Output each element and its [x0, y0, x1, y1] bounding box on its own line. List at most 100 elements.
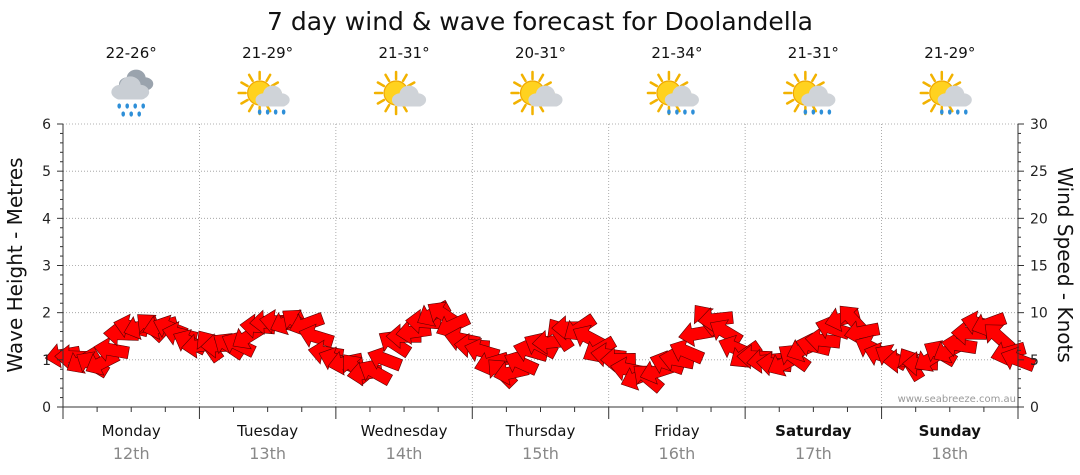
right-tick-label: 10	[1030, 306, 1048, 322]
right-axis-title: Wind Speed - Knots	[1053, 167, 1077, 363]
temperature-range-label: 22-26°	[106, 44, 157, 62]
rain-drop	[827, 109, 832, 115]
rain-drop	[141, 103, 146, 109]
day-date-label: 18th	[931, 444, 968, 463]
cloud	[801, 85, 836, 107]
rain-drop	[133, 103, 138, 109]
day-date-label: 17th	[795, 444, 832, 463]
sun-cloud-icon	[373, 70, 427, 116]
day-labels: Monday 12th Tuesday 13th Wednesday 14th Thursd…	[102, 422, 982, 463]
day-name-label: Sunday	[919, 422, 982, 440]
rain-drop	[963, 109, 968, 115]
temperature-range-label: 21-31°	[788, 44, 839, 62]
rain-drop	[125, 103, 130, 109]
sun-ray	[384, 73, 391, 83]
chart-title: 7 day wind & wave forecast for Doolandel…	[267, 7, 813, 36]
sun-ray	[649, 98, 659, 105]
day-name-label: Tuesday	[236, 422, 298, 440]
rain-drop	[811, 109, 816, 115]
weather-icons	[111, 69, 972, 117]
sun-ray	[930, 103, 937, 113]
wind-arrow	[298, 323, 335, 348]
cloud-base	[940, 98, 969, 107]
left-tick-label: 5	[42, 164, 51, 180]
wind-arrow	[1000, 346, 1037, 372]
temperature-range-label: 21-31°	[379, 44, 430, 62]
sun-cloud-showers-icon	[237, 70, 290, 116]
rain-drop	[137, 111, 142, 117]
left-tick-label: 6	[42, 117, 51, 133]
left-tick-label: 3	[42, 259, 51, 275]
wind-arrow	[709, 319, 744, 347]
cloud-base	[531, 98, 560, 107]
sun-ray	[816, 81, 825, 88]
right-tick-labels: 0 5 10 15 20 25 30	[1030, 117, 1048, 416]
day-date-label: 15th	[522, 444, 559, 463]
cloud	[664, 85, 699, 107]
left-tick-labels: 0 1 2 3 4 5 6	[42, 117, 51, 416]
wind-arrow	[358, 359, 393, 386]
right-tick-label: 5	[1030, 353, 1039, 369]
rain-drop	[257, 109, 262, 115]
sun-ray	[538, 73, 545, 83]
wind-arrow	[984, 324, 1016, 354]
cloud-base	[394, 98, 424, 107]
sun-cloud-icon	[510, 70, 563, 116]
left-axis-title: Wave Height - Metres	[3, 157, 27, 372]
rain-drop	[675, 109, 679, 115]
temperature-range-label: 21-34°	[651, 44, 702, 62]
cloud	[937, 85, 972, 107]
sun-ray	[384, 103, 391, 113]
day-name-label: Saturday	[775, 422, 852, 440]
right-tick-label: 30	[1030, 117, 1048, 133]
sun-ray	[793, 73, 800, 83]
temperature-range-label: 21-29°	[924, 44, 975, 62]
cloud	[111, 76, 150, 100]
sun-ray	[657, 103, 664, 113]
cloud-base	[114, 91, 147, 100]
watermark: www.seabreeze.com.au	[898, 394, 1016, 405]
gridlines	[63, 123, 1018, 407]
sun-ray	[520, 73, 527, 83]
sun-ray	[922, 98, 931, 105]
sun-cloud-showers-icon	[646, 70, 699, 116]
sun-ray	[930, 73, 937, 83]
day-date-label: 12th	[113, 444, 150, 463]
sun-ray	[513, 98, 522, 105]
rain-drop	[803, 109, 808, 115]
cloud-base	[258, 98, 287, 107]
day-name-label: Monday	[102, 422, 161, 440]
sun-ray	[247, 73, 254, 83]
cloud	[255, 85, 290, 107]
sun-ray	[265, 73, 272, 83]
sun-ray	[811, 73, 818, 83]
sun-ray	[679, 81, 689, 88]
day-date-label: 16th	[659, 444, 696, 463]
rain-drop	[265, 109, 270, 115]
rain-drop	[947, 109, 952, 115]
sun-ray	[240, 98, 249, 105]
sun-ray	[657, 73, 664, 83]
day-date-label: 14th	[386, 444, 423, 463]
sun-cloud-showers-icon	[783, 70, 836, 116]
sun-ray	[513, 81, 522, 88]
sun-ray	[406, 81, 416, 88]
sun-ray	[649, 81, 659, 88]
sun-ray	[270, 81, 280, 88]
right-tick-label: 0	[1030, 400, 1039, 416]
sun-ray	[543, 81, 552, 88]
sun-ray	[947, 73, 954, 83]
rain-drop	[667, 109, 671, 115]
sun-ray	[785, 98, 795, 105]
day-date-label: 13th	[249, 444, 286, 463]
axes	[57, 123, 1024, 419]
rain-drop	[129, 111, 134, 117]
left-tick-label: 2	[42, 306, 51, 322]
rain-drop	[683, 109, 687, 115]
day-name-label: Wednesday	[361, 422, 448, 440]
rain-drop	[819, 109, 824, 115]
wind-arrow	[93, 336, 130, 362]
wind-arrow	[464, 337, 501, 363]
rain-drop	[281, 109, 286, 115]
